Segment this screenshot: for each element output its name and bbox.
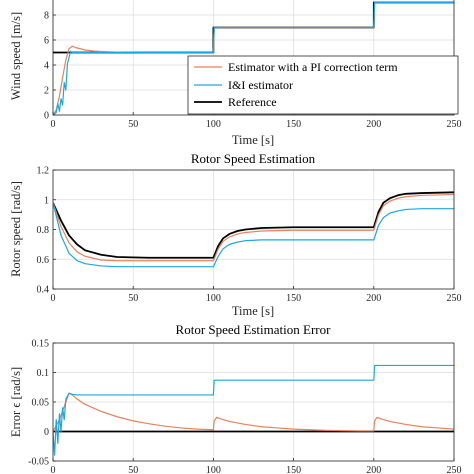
legend-label-ii: I&I estimator	[228, 78, 293, 92]
rotor-speed-ylabel: Rotor speed [rad/s]	[9, 181, 23, 277]
series-line-pi	[53, 392, 454, 432]
x-tick-label: 150	[286, 293, 301, 304]
wind-speed-xlabel: Time [s]	[232, 133, 274, 147]
series-line-ii	[53, 364, 454, 456]
x-tick-label: 0	[51, 293, 56, 304]
wind-speed-ylabel: Wind speed [m/s]	[9, 12, 23, 100]
x-tick-label: 200	[366, 119, 381, 130]
y-tick-label: 1.2	[37, 166, 50, 177]
series-line-ref	[53, 191, 454, 259]
x-tick-label: 150	[286, 119, 301, 130]
y-tick-label: -0.05	[28, 457, 49, 468]
y-tick-label: 0.05	[32, 398, 50, 409]
error-title: Rotor Speed Estimation Error	[176, 322, 332, 337]
series-line-pi	[53, 193, 454, 262]
y-tick-label: 0.15	[32, 339, 50, 350]
x-tick-label: 100	[206, 465, 221, 474]
y-tick-label: 4	[44, 61, 49, 72]
x-tick-label: 50	[128, 465, 138, 474]
x-tick-label: 0	[51, 119, 56, 130]
wind-speed-tick-labels: 0 50 100 150 200 250 0 2 4 6 8	[44, 11, 462, 131]
rotor-speed-axes-frame	[52, 169, 455, 290]
x-tick-label: 200	[366, 465, 381, 474]
y-tick-label: 1	[44, 195, 49, 206]
legend-label-pi: Estimator with a PI correction term	[228, 60, 398, 74]
y-tick-label: 8	[44, 11, 49, 22]
y-tick-label: 0	[44, 427, 49, 438]
legend-box	[187, 55, 459, 115]
error-grid	[52, 342, 455, 462]
series-line-ii	[53, 202, 454, 268]
x-tick-label: 100	[206, 119, 221, 130]
series-line-ii	[53, 1, 454, 115]
y-tick-label: 0.6	[37, 255, 50, 266]
y-tick-label: 6	[44, 36, 49, 47]
x-tick-label: 200	[366, 293, 381, 304]
rotor-speed-title: Rotor Speed Estimation	[191, 151, 316, 166]
error-panel: Rotor Speed Estimation Error 0 50 100 150 20…	[9, 322, 462, 474]
error-axes-frame	[52, 342, 455, 462]
y-tick-label: 0.8	[37, 225, 50, 236]
wind-speed-series	[53, 1, 454, 115]
rotor-speed-tick-labels: 0 50 100 150 200 250 0.4 0.6 0.8 1 1.2	[37, 166, 462, 305]
x-tick-label: 50	[128, 293, 138, 304]
x-tick-label: 250	[447, 119, 462, 130]
y-tick-label: 0.1	[37, 368, 50, 379]
error-ylabel: Error ϵ [rad/s]	[9, 367, 23, 437]
y-tick-label: 0	[44, 111, 49, 122]
x-tick-label: 100	[206, 293, 221, 304]
x-tick-label: 50	[128, 119, 138, 130]
x-tick-label: 0	[51, 465, 56, 474]
x-tick-label: 150	[286, 465, 301, 474]
rotor-speed-series	[53, 191, 454, 268]
x-tick-label: 250	[447, 293, 462, 304]
x-tick-label: 250	[447, 465, 462, 474]
rotor-speed-xlabel: Time [s]	[232, 304, 274, 318]
y-tick-label: 0.4	[37, 285, 50, 296]
rotor-speed-panel: Rotor Speed Estimation 0 50 100 150 200 250 0.…	[9, 151, 462, 318]
wind-speed-panel: 0 50 100 150 200 250 0 2 4 6 8 Wind speed [m/s] Ti…	[9, 0, 462, 147]
error-series	[53, 364, 454, 456]
legend: Estimator with a PI correction term I&I …	[187, 55, 459, 115]
y-tick-label: 2	[44, 86, 49, 97]
wind-speed-axes-frame	[52, 0, 455, 116]
legend-label-ref: Reference	[228, 95, 277, 109]
